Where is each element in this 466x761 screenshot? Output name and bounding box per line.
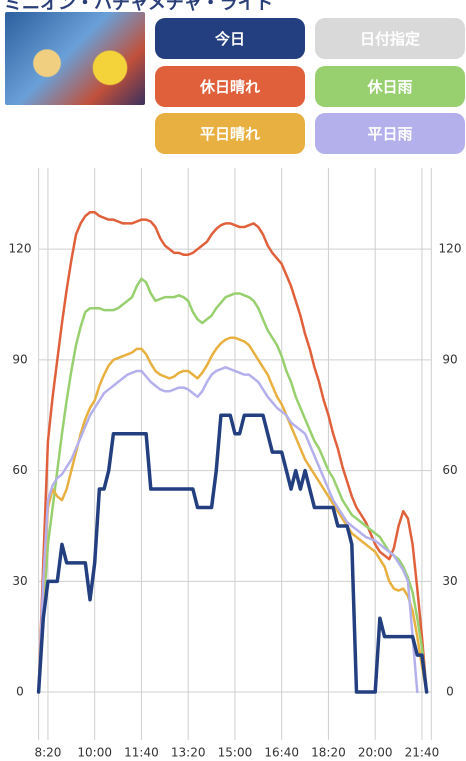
x-tick-label: 21:40 xyxy=(405,746,440,760)
x-tick-label: 8:20 xyxy=(34,746,61,760)
legend-button[interactable]: 今日 xyxy=(155,18,305,59)
series-line xyxy=(36,413,429,694)
y2-tick-label: 30 xyxy=(442,574,457,588)
attraction-image xyxy=(5,12,145,105)
x-tick-label: 18:20 xyxy=(311,746,346,760)
x-tick-label: 15:00 xyxy=(218,746,253,760)
x-tick-label: 16:40 xyxy=(264,746,299,760)
x-tick-label: 11:40 xyxy=(124,746,159,760)
y2-tick-label: 120 xyxy=(439,242,462,256)
y2-tick-label: 60 xyxy=(442,463,457,477)
legend-button[interactable]: 休日雨 xyxy=(315,66,465,107)
y-tick-label: 90 xyxy=(12,352,27,366)
x-tick-label: 10:00 xyxy=(77,746,112,760)
y-tick-label: 120 xyxy=(9,242,32,256)
series-line xyxy=(37,211,428,694)
y-tick-label: 60 xyxy=(12,463,27,477)
x-tick-label: 13:20 xyxy=(171,746,206,760)
series-line xyxy=(37,366,419,694)
legend-button[interactable]: 平日雨 xyxy=(315,113,465,154)
series-line xyxy=(37,277,428,694)
y-tick-label: 30 xyxy=(12,574,27,588)
title: ミニオン・ハチャメチャ・ライド xyxy=(4,0,274,14)
legend-button[interactable]: 休日晴れ xyxy=(155,66,305,107)
x-tick-label: 20:00 xyxy=(358,746,393,760)
y2-tick-label: 0 xyxy=(446,685,454,699)
legend-button[interactable]: 平日晴れ xyxy=(155,113,305,154)
series-line xyxy=(37,336,428,694)
y2-tick-label: 90 xyxy=(442,352,457,366)
y-tick-label: 0 xyxy=(16,685,24,699)
date-button[interactable]: 日付指定 xyxy=(315,18,465,59)
